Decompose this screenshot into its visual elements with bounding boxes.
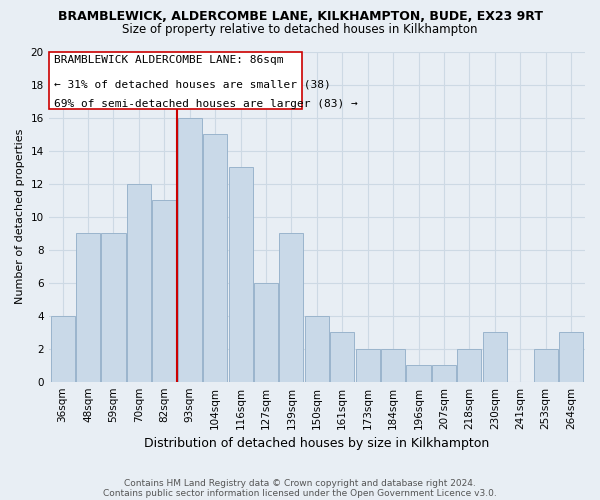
Text: BRAMBLEWICK ALDERCOMBE LANE: 86sqm: BRAMBLEWICK ALDERCOMBE LANE: 86sqm [54, 55, 284, 65]
Bar [406, 365, 431, 382]
Text: BRAMBLEWICK, ALDERCOMBE LANE, KILKHAMPTON, BUDE, EX23 9RT: BRAMBLEWICK, ALDERCOMBE LANE, KILKHAMPTO… [58, 10, 542, 23]
Bar [76, 233, 100, 382]
Text: 69% of semi-detached houses are larger (83) →: 69% of semi-detached houses are larger (… [54, 100, 358, 110]
Bar [280, 233, 304, 382]
Bar [457, 348, 481, 382]
Bar [254, 282, 278, 382]
Bar [178, 118, 202, 382]
Text: Contains HM Land Registry data © Crown copyright and database right 2024.: Contains HM Land Registry data © Crown c… [124, 478, 476, 488]
Bar [533, 348, 557, 382]
Y-axis label: Number of detached properties: Number of detached properties [15, 129, 25, 304]
Bar [381, 348, 405, 382]
Bar [482, 332, 507, 382]
Bar [330, 332, 355, 382]
Bar [203, 134, 227, 382]
Text: Contains public sector information licensed under the Open Government Licence v3: Contains public sector information licen… [103, 488, 497, 498]
Bar [305, 316, 329, 382]
Text: ← 31% of detached houses are smaller (38): ← 31% of detached houses are smaller (38… [54, 80, 331, 90]
Bar [152, 200, 176, 382]
X-axis label: Distribution of detached houses by size in Kilkhampton: Distribution of detached houses by size … [144, 437, 490, 450]
Bar [101, 233, 125, 382]
Text: Size of property relative to detached houses in Kilkhampton: Size of property relative to detached ho… [122, 22, 478, 36]
FancyBboxPatch shape [49, 52, 302, 110]
Bar [559, 332, 583, 382]
Bar [356, 348, 380, 382]
Bar [432, 365, 456, 382]
Bar [50, 316, 75, 382]
Bar [127, 184, 151, 382]
Bar [229, 167, 253, 382]
